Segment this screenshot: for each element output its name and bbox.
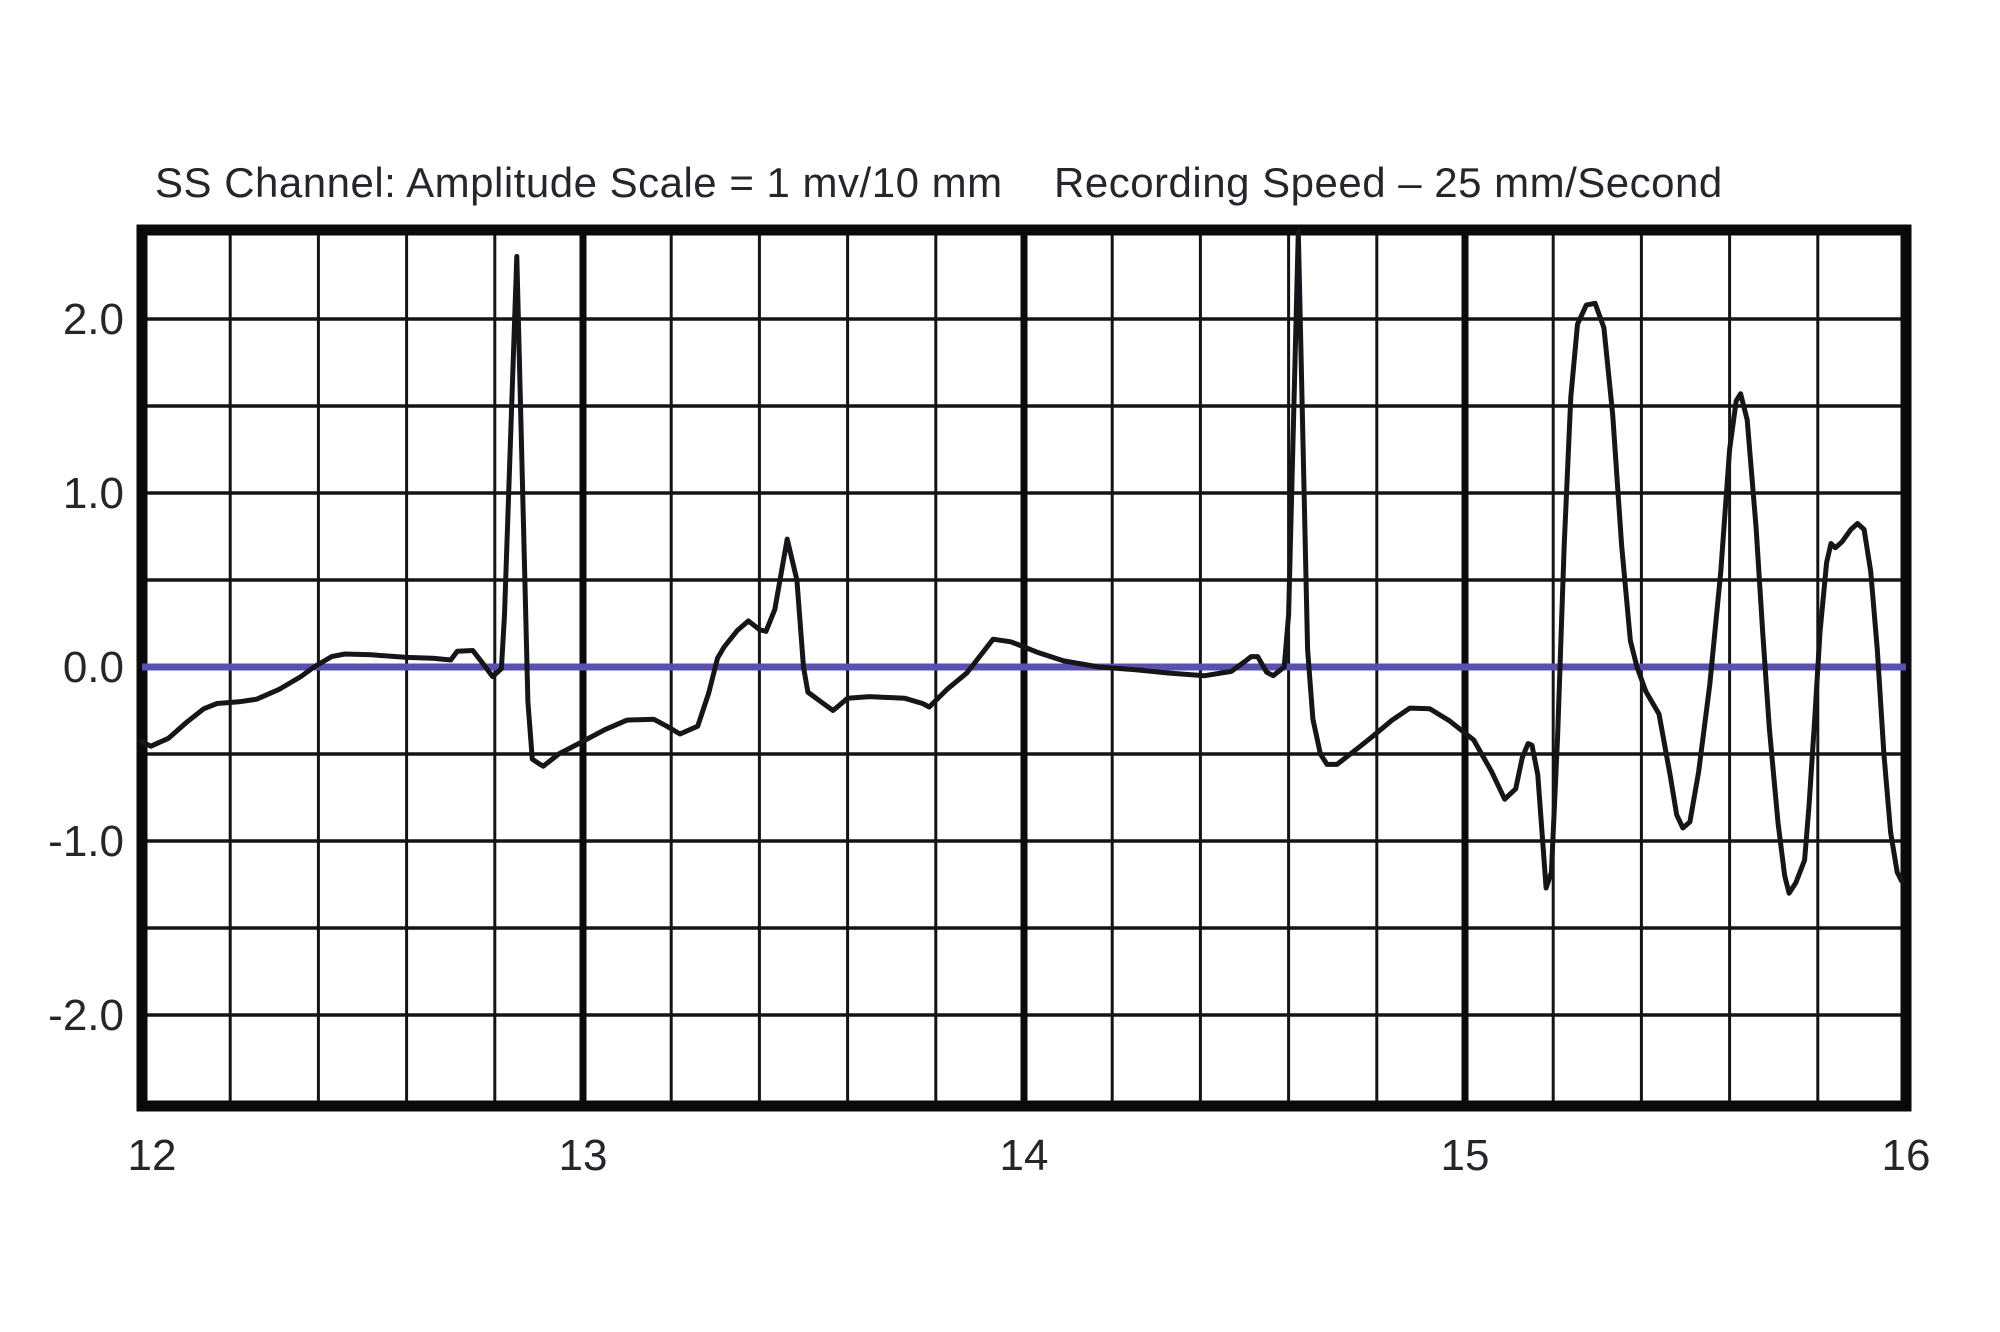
x-tick-label: 16 bbox=[1882, 1131, 1931, 1180]
chart-title-left: SS Channel: Amplitude Scale = 1 mv/10 mm bbox=[155, 159, 1003, 206]
x-tick-label: 15 bbox=[1441, 1131, 1490, 1180]
x-tick-label: 14 bbox=[1000, 1131, 1049, 1180]
x-tick-label: 12 bbox=[128, 1131, 177, 1180]
chart-title-right: Recording Speed – 25 mm/Second bbox=[1054, 159, 1723, 206]
y-tick-label: 2.0 bbox=[63, 295, 124, 344]
y-tick-label: 1.0 bbox=[63, 469, 124, 518]
y-tick-label: 0.0 bbox=[63, 643, 124, 692]
y-tick-label: -1.0 bbox=[48, 817, 124, 866]
y-tick-label: -2.0 bbox=[48, 991, 124, 1040]
waveform-trace bbox=[139, 229, 1905, 896]
x-tick-label: 13 bbox=[559, 1131, 608, 1180]
